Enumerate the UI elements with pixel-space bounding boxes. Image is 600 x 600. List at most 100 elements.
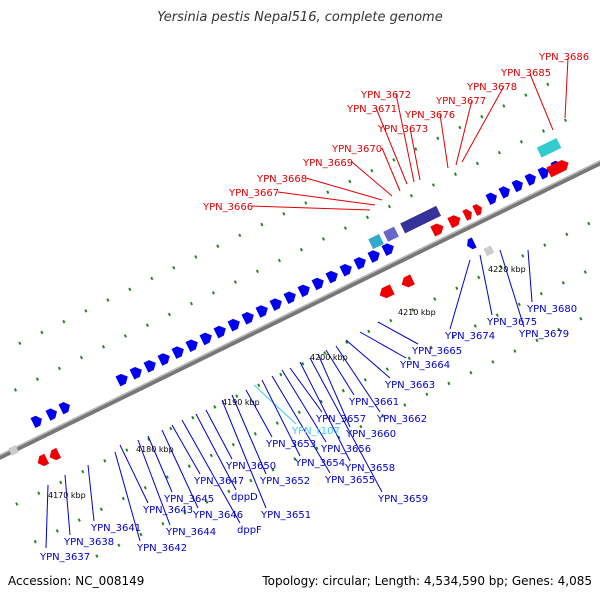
tick-mark (128, 287, 132, 292)
gene-arrow (485, 192, 497, 205)
tick-mark (543, 243, 547, 247)
tick-mark (231, 442, 235, 447)
gene-label: YPN_3658 (344, 463, 395, 474)
gene-arrow (227, 318, 240, 332)
gene-arrow (213, 325, 226, 339)
tick-mark (103, 459, 107, 463)
leader-line (381, 147, 401, 192)
tick-mark (535, 338, 539, 343)
tick-mark (433, 297, 437, 301)
leader-line (359, 331, 407, 359)
leader-line (87, 464, 95, 522)
leader-line (245, 389, 273, 438)
gene-label: YPN_3653 (265, 439, 316, 450)
gene-arrow (8, 445, 19, 456)
gene-label: YPN_3646 (192, 510, 243, 521)
tick-mark (62, 319, 66, 324)
tick-mark (517, 302, 521, 307)
gene-arrow (185, 339, 198, 353)
tick-mark (473, 324, 477, 328)
gene-label: YPN_3654 (294, 458, 345, 469)
tick-mark (436, 136, 440, 141)
tick-mark (125, 448, 129, 452)
gene-label: YPN_3668 (256, 174, 307, 185)
tick-mark (257, 383, 261, 388)
red-gene-labels: YPN_3666 YPN_3667 YPN_3668 YPN_3669 YPN_… (202, 52, 589, 213)
leader-line (119, 444, 149, 504)
tick-mark (469, 370, 473, 375)
gene-arrow (353, 257, 366, 270)
gene-label: YPN_3641 (90, 523, 141, 534)
gene-label: dppD (231, 492, 258, 503)
tick-mark (524, 93, 528, 97)
tick-mark (513, 349, 517, 353)
tick-mark (403, 403, 407, 407)
leader-line (299, 361, 351, 462)
leader-line (455, 99, 473, 166)
leader-line (439, 113, 449, 169)
tick-mark (235, 394, 239, 398)
tick-mark (425, 392, 429, 397)
gene-arrow (283, 291, 296, 305)
tick-mark (194, 255, 198, 259)
label-leader-lines (45, 57, 569, 549)
gene-label: YPN_3685 (500, 68, 551, 79)
gene-label: YPN_3665 (411, 346, 462, 357)
tick-mark (77, 518, 81, 522)
tick-mark (323, 351, 327, 355)
leader-line (461, 85, 505, 163)
gene-arrow (368, 233, 384, 250)
gene-label: YPN_3675 (486, 317, 537, 328)
tick-mark (458, 125, 462, 130)
leader-line (335, 345, 381, 413)
tick-label: 4180 kbp (136, 445, 174, 454)
leader-line (375, 107, 408, 185)
tick-mark (315, 446, 319, 450)
tick-mark (497, 150, 502, 155)
leader-line (171, 424, 201, 475)
leader-line (205, 409, 233, 460)
tick-mark (81, 469, 85, 474)
gene-label: YPN_3674 (444, 331, 495, 342)
leader-line (527, 249, 533, 303)
leader-line (261, 379, 301, 457)
tick-mark (161, 521, 165, 526)
tick-mark (381, 414, 385, 418)
leader-line (409, 127, 421, 181)
tick-mark (121, 496, 125, 501)
tick-mark (411, 308, 415, 312)
gene-label: dppF (237, 525, 262, 536)
tick-mark (187, 464, 191, 468)
tick-mark (429, 345, 433, 350)
gene-arrow (171, 346, 184, 359)
tick-mark (249, 478, 253, 483)
leader-line (181, 419, 241, 524)
tick-mark (165, 475, 169, 479)
gene-arrow (269, 298, 282, 311)
tick-mark (279, 372, 283, 377)
tick-mark (414, 147, 418, 151)
leader-line (137, 439, 171, 526)
gene-label: YPN_3686 (538, 52, 589, 63)
tick-mark (33, 539, 37, 544)
gene-label: YPN_3643 (142, 505, 193, 516)
gene-label: YPN_3657 (315, 414, 366, 425)
gene-arrow (58, 402, 70, 415)
gene-arrow (447, 215, 461, 229)
gene-arrow (462, 208, 472, 221)
leader-line (325, 349, 355, 396)
tick-mark (561, 281, 565, 285)
tick-mark (123, 334, 128, 338)
gene-arrow (430, 223, 444, 237)
tick-mark (447, 381, 451, 386)
gene-label: YPN_3680 (526, 304, 577, 315)
gene-label: YPN_3638 (63, 537, 114, 548)
leader-line (64, 474, 71, 536)
gene-arrow (325, 270, 338, 284)
gene-arrow (129, 366, 142, 380)
tick-mark (541, 129, 546, 133)
tick-mark (407, 356, 411, 361)
topology-text: Topology: circular; Length: 4,534,590 bp… (262, 574, 592, 588)
tick-mark (101, 345, 106, 349)
tick-mark (326, 190, 330, 195)
